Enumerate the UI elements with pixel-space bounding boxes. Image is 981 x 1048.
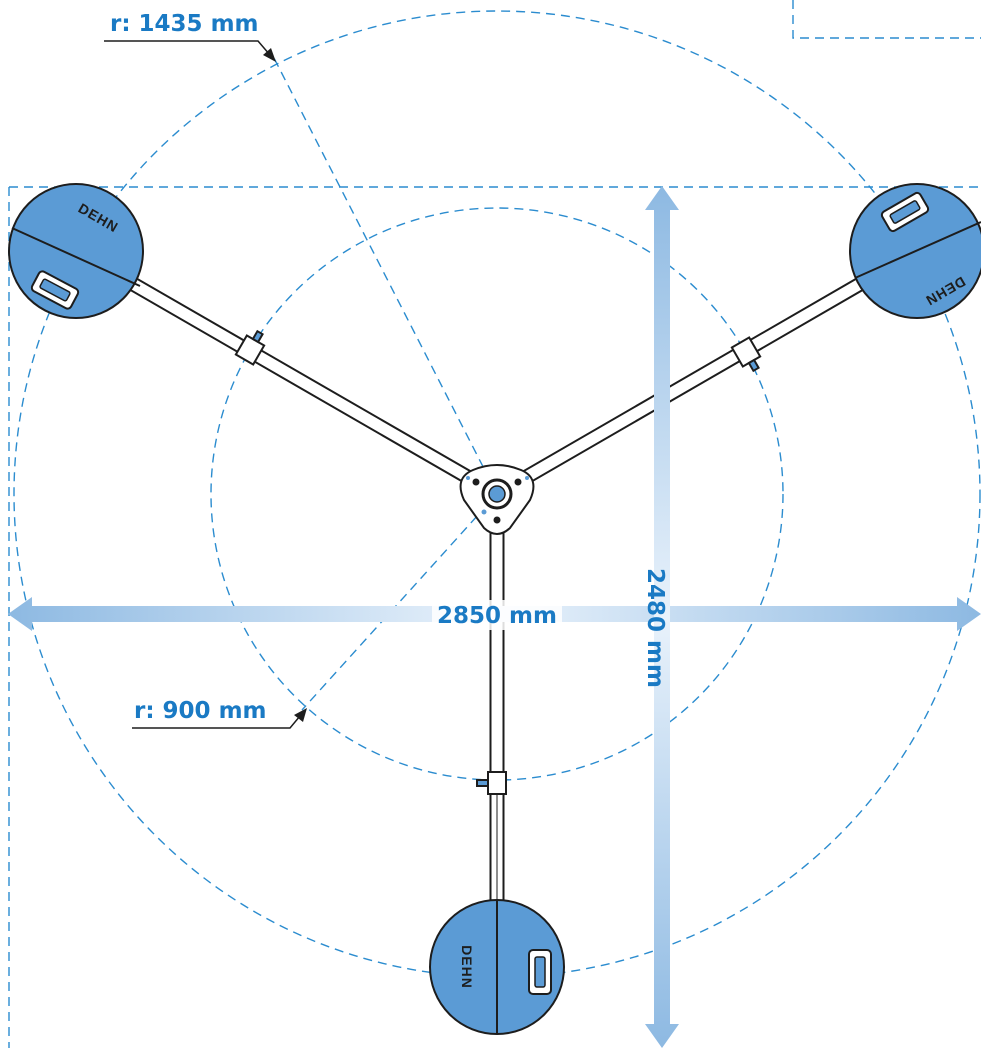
- outer-radius-callout: r: 1435 mm: [104, 11, 276, 62]
- outer-radius-line: [273, 57, 498, 495]
- inner-radius-circle: [210, 207, 784, 781]
- leg-clamps: [234, 329, 762, 795]
- inner-radius-label: r: 900 mm: [134, 698, 267, 724]
- width-label: 2850 mm: [437, 603, 557, 629]
- base-bottom: DEHN: [429, 899, 565, 1035]
- logo-bottom: DEHN: [459, 945, 475, 989]
- bounding-box-lines: [8, 0, 981, 1048]
- inner-radius-callout: r: 900 mm: [132, 698, 307, 729]
- base-top-right: DEHN: [849, 183, 981, 319]
- height-dimension-arrow: [645, 186, 679, 1048]
- center-hub: [459, 464, 535, 535]
- outer-radius-label: r: 1435 mm: [110, 11, 259, 37]
- base-top-left: DEHN: [8, 183, 144, 319]
- inner-radius-line: [301, 493, 498, 711]
- height-label: 2480 mm: [642, 568, 668, 688]
